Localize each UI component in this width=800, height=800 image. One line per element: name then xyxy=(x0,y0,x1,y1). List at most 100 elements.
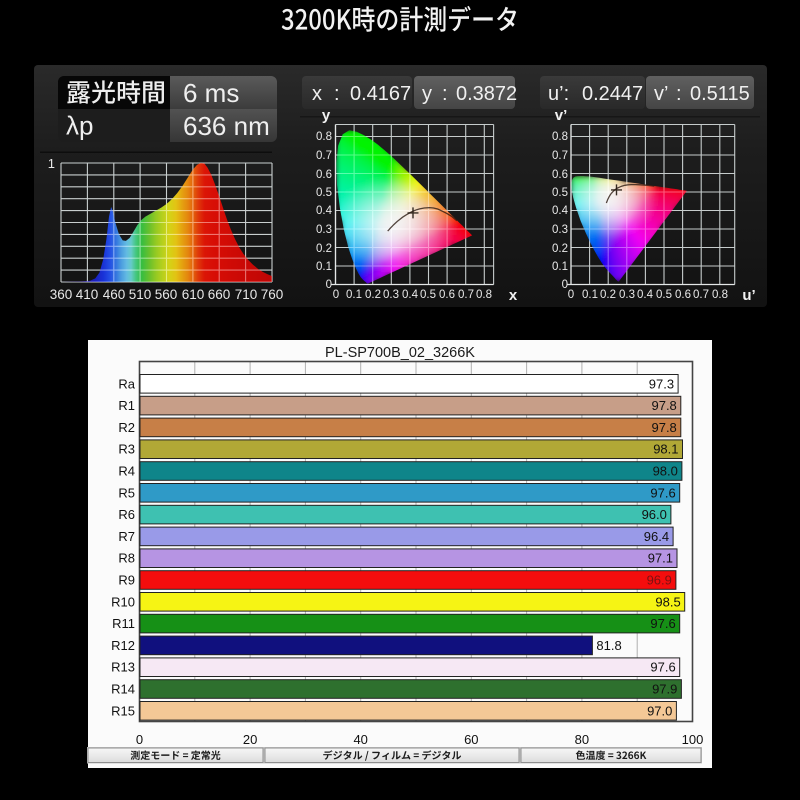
svg-text:0.2: 0.2 xyxy=(316,243,332,255)
svg-text:410: 410 xyxy=(76,287,99,302)
svg-text:710: 710 xyxy=(235,287,258,302)
svg-text:R11: R11 xyxy=(112,616,135,631)
svg-text:0.2: 0.2 xyxy=(600,289,616,301)
svg-text::: : xyxy=(676,83,682,105)
svg-text:98.1: 98.1 xyxy=(653,442,678,457)
svg-text:u’:: u’: xyxy=(548,83,569,105)
svg-text:0.7: 0.7 xyxy=(552,150,568,162)
svg-text:y: y xyxy=(422,83,432,105)
svg-text:0.6: 0.6 xyxy=(316,169,332,181)
svg-text:0.6: 0.6 xyxy=(439,289,455,301)
svg-text:0.5: 0.5 xyxy=(420,289,436,301)
svg-text:0: 0 xyxy=(326,279,332,291)
svg-text:0.4167: 0.4167 xyxy=(350,83,411,105)
svg-text:0.7: 0.7 xyxy=(693,289,709,301)
svg-text:0.4: 0.4 xyxy=(316,205,333,217)
svg-text:R5: R5 xyxy=(118,485,135,500)
svg-text:0.4: 0.4 xyxy=(402,289,419,301)
svg-text:0.1: 0.1 xyxy=(552,261,568,273)
svg-text:460: 460 xyxy=(103,287,126,302)
svg-text:R12: R12 xyxy=(111,638,135,653)
svg-text:0.3: 0.3 xyxy=(619,289,635,301)
svg-text:0.5: 0.5 xyxy=(316,187,332,199)
svg-text:0.2447: 0.2447 xyxy=(582,83,643,105)
svg-text:R9: R9 xyxy=(118,573,135,588)
svg-text:R1: R1 xyxy=(118,398,135,413)
svg-text:0: 0 xyxy=(136,732,143,747)
svg-text:97.9: 97.9 xyxy=(652,682,677,697)
svg-text:0.6: 0.6 xyxy=(675,289,691,301)
svg-text:96.4: 96.4 xyxy=(644,529,669,544)
svg-text:0.3872: 0.3872 xyxy=(456,83,517,105)
svg-text:v’: v’ xyxy=(555,107,568,124)
svg-text:20: 20 xyxy=(243,732,257,747)
svg-text:0.7: 0.7 xyxy=(316,150,332,162)
svg-text:PL-SP700B_02_3266K: PL-SP700B_02_3266K xyxy=(325,345,475,361)
svg-text:100: 100 xyxy=(682,732,704,747)
svg-text:0.7: 0.7 xyxy=(458,289,474,301)
svg-text:0.1: 0.1 xyxy=(346,289,362,301)
svg-text:610: 610 xyxy=(182,287,205,302)
svg-text:510: 510 xyxy=(129,287,152,302)
svg-text:R2: R2 xyxy=(118,420,135,435)
svg-text:636 nm: 636 nm xyxy=(183,111,270,141)
svg-text:1: 1 xyxy=(48,156,55,171)
svg-text:97.6: 97.6 xyxy=(650,660,675,675)
svg-text:R4: R4 xyxy=(118,464,135,479)
svg-text:0.5: 0.5 xyxy=(656,289,672,301)
svg-text:40: 40 xyxy=(353,732,367,747)
svg-text:0.8: 0.8 xyxy=(552,131,568,143)
svg-text:0.2: 0.2 xyxy=(552,243,568,255)
svg-text:96.9: 96.9 xyxy=(647,573,672,588)
svg-text:97.6: 97.6 xyxy=(650,485,675,500)
svg-text:97.8: 97.8 xyxy=(651,420,676,435)
svg-text:0.4: 0.4 xyxy=(552,205,569,217)
svg-text:λp: λp xyxy=(66,111,93,141)
svg-text:R7: R7 xyxy=(118,529,135,544)
svg-text::: : xyxy=(442,83,448,105)
svg-text:u’: u’ xyxy=(742,287,755,304)
svg-text:97.6: 97.6 xyxy=(650,616,675,631)
svg-text:0.3: 0.3 xyxy=(383,289,399,301)
svg-text:0.2: 0.2 xyxy=(365,289,381,301)
svg-text:0.1: 0.1 xyxy=(582,289,598,301)
svg-text:R8: R8 xyxy=(118,551,135,566)
svg-text:660: 660 xyxy=(208,287,231,302)
svg-text:6 ms: 6 ms xyxy=(183,78,239,108)
svg-text:98.0: 98.0 xyxy=(653,464,678,479)
svg-text:80: 80 xyxy=(575,732,589,747)
svg-text:0: 0 xyxy=(333,289,339,301)
svg-text:0: 0 xyxy=(562,279,568,291)
svg-text:R14: R14 xyxy=(111,682,135,697)
svg-text:0.8: 0.8 xyxy=(712,289,728,301)
svg-text:98.5: 98.5 xyxy=(655,594,680,609)
svg-text:97.1: 97.1 xyxy=(648,551,673,566)
svg-text:0.8: 0.8 xyxy=(316,131,332,143)
svg-text:R10: R10 xyxy=(111,594,135,609)
svg-text:0.5115: 0.5115 xyxy=(690,83,750,105)
svg-text::: : xyxy=(334,83,340,105)
svg-text:97.3: 97.3 xyxy=(649,376,674,391)
svg-text:60: 60 xyxy=(464,732,478,747)
svg-text:96.0: 96.0 xyxy=(642,507,667,522)
svg-text:0.3: 0.3 xyxy=(316,224,332,236)
svg-text:0.4: 0.4 xyxy=(637,289,654,301)
svg-text:R3: R3 xyxy=(118,442,135,457)
svg-text:0.8: 0.8 xyxy=(476,289,492,301)
svg-text:0.1: 0.1 xyxy=(316,261,332,273)
svg-text:v’: v’ xyxy=(654,83,668,105)
svg-text:360: 360 xyxy=(50,287,73,302)
svg-text:0.5: 0.5 xyxy=(552,187,568,199)
svg-text:x: x xyxy=(312,83,322,105)
svg-text:x: x xyxy=(509,287,518,304)
svg-text:97.0: 97.0 xyxy=(647,703,672,718)
svg-text:0.3: 0.3 xyxy=(552,224,568,236)
svg-text:y: y xyxy=(322,107,331,124)
svg-text:R6: R6 xyxy=(118,507,135,522)
svg-text:560: 560 xyxy=(155,287,178,302)
svg-text:R15: R15 xyxy=(111,703,135,718)
svg-text:Ra: Ra xyxy=(118,376,135,391)
svg-text:81.8: 81.8 xyxy=(596,638,621,653)
svg-text:0: 0 xyxy=(568,289,574,301)
svg-text:97.8: 97.8 xyxy=(651,398,676,413)
